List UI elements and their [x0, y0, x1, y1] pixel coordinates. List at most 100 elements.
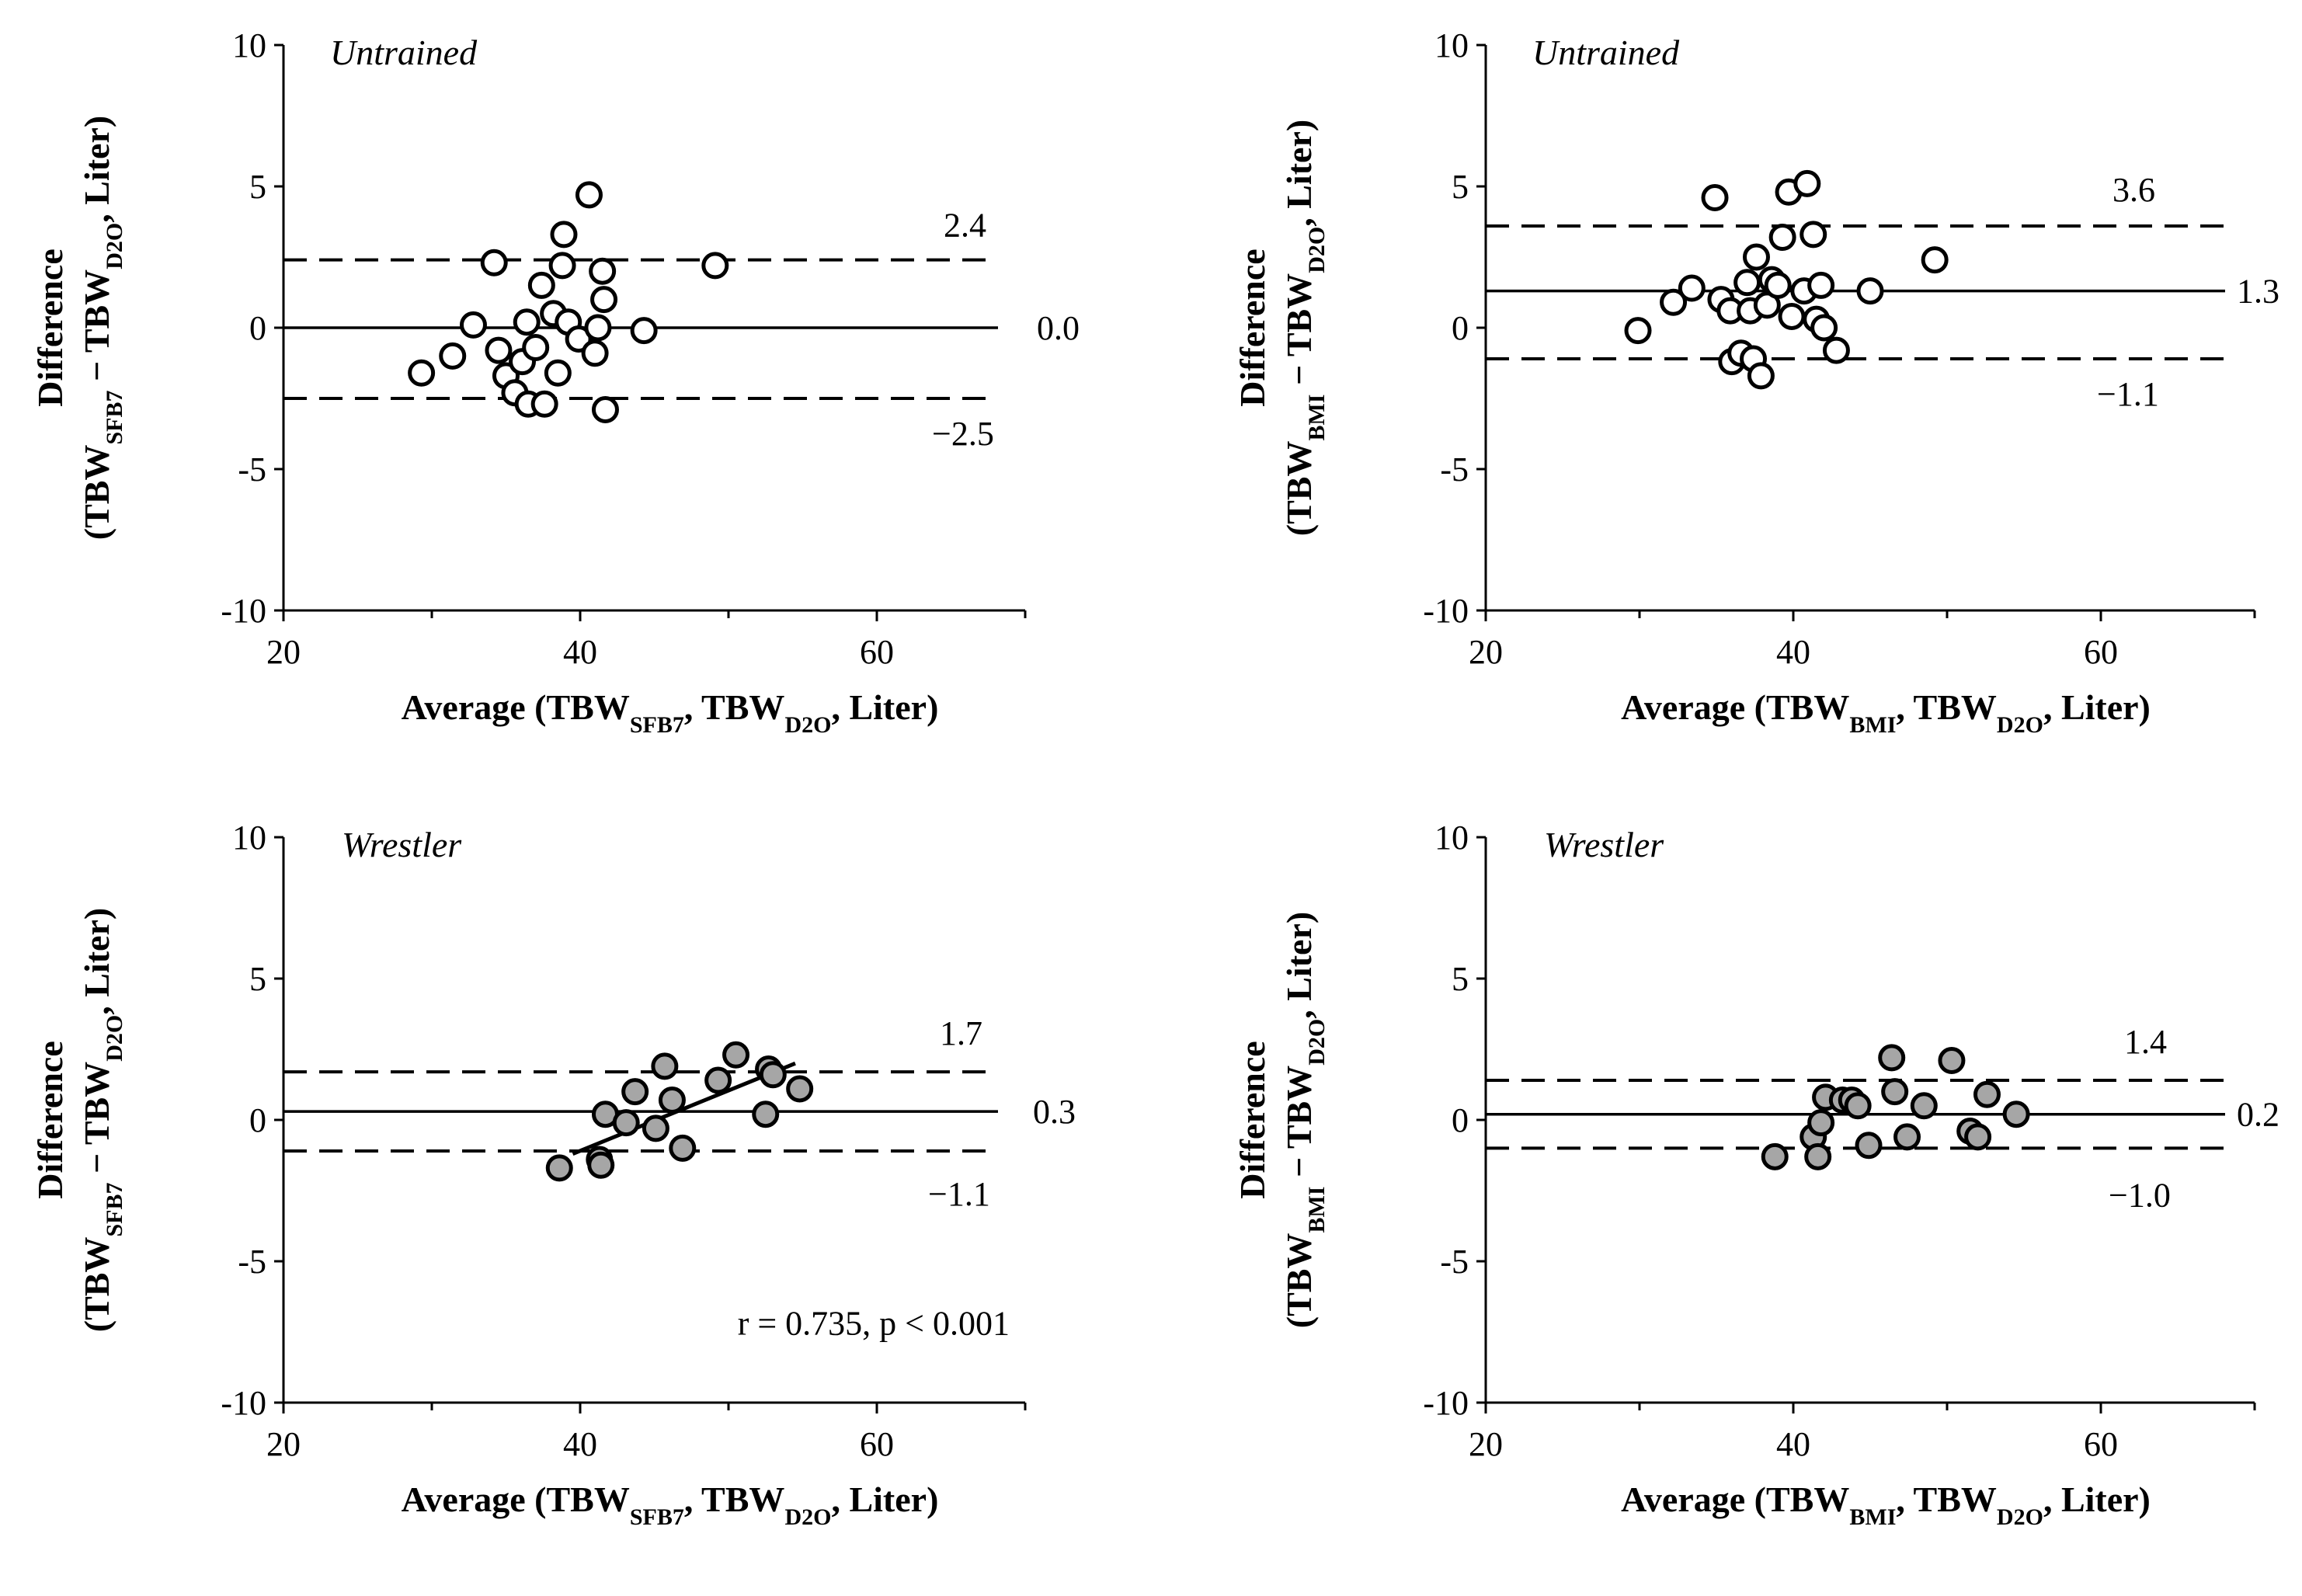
data-point [1807, 271, 1835, 299]
y-tick-label: -5 [238, 450, 266, 489]
data-point [587, 1151, 615, 1179]
lower-limit-label: −2.5 [932, 415, 994, 453]
y-axis-label-line1: Difference [30, 249, 70, 406]
y-axis-label-line1: Difference [30, 1041, 70, 1198]
data-point [1973, 1080, 2001, 1108]
data-point [642, 1114, 669, 1142]
data-point [1733, 269, 1761, 297]
data-point [1921, 246, 1949, 274]
panel-label: Wrestler [1544, 825, 1664, 864]
y-tick-label: -10 [1423, 1384, 1469, 1422]
data-point [1761, 1142, 1789, 1170]
data-point [584, 314, 612, 342]
x-tick-label: 20 [1469, 633, 1503, 671]
data-point [522, 333, 550, 361]
data-point [1964, 1123, 1992, 1151]
panel-label: Untrained [1532, 33, 1680, 72]
y-tick-label: -5 [238, 1243, 266, 1281]
data-point [722, 1041, 750, 1069]
data-point [1844, 1092, 1872, 1120]
panel-label: Wrestler [342, 825, 462, 864]
x-tick-label: 20 [1469, 1425, 1503, 1463]
data-point [1804, 1142, 1832, 1170]
y-tick-label: 10 [232, 819, 266, 857]
data-point [1855, 1132, 1883, 1160]
y-axis-label-line1: Difference [1233, 1041, 1272, 1198]
data-point [2002, 1101, 2030, 1128]
data-point [1624, 317, 1652, 345]
y-tick-label: 0 [249, 1101, 266, 1139]
y-tick-label: -5 [1440, 1243, 1469, 1281]
upper-limit-label: 2.4 [944, 207, 986, 245]
mean-difference-label: 0.3 [1033, 1093, 1076, 1131]
data-point [480, 249, 508, 276]
mean-difference-label: 0.0 [1037, 309, 1080, 347]
y-tick-label: -10 [221, 592, 266, 630]
lower-limit-label: −1.0 [2109, 1176, 2171, 1214]
data-point [1807, 1109, 1835, 1137]
y-tick-label: -10 [221, 1384, 266, 1422]
y-tick-label: 0 [249, 309, 266, 347]
y-tick-label: 0 [1452, 1101, 1469, 1139]
panel-label: Untrained [330, 33, 478, 72]
lower-limit-label: −1.1 [2097, 375, 2159, 413]
data-point [1810, 314, 1838, 342]
data-point [1910, 1092, 1938, 1120]
data-point [459, 311, 487, 339]
data-point [1878, 1044, 1906, 1072]
data-point [1764, 271, 1792, 299]
x-tick-label: 60 [860, 633, 894, 671]
y-tick-label: 5 [1452, 960, 1469, 998]
data-point [1768, 224, 1796, 252]
regression-line [572, 1061, 796, 1156]
data-point [550, 221, 578, 249]
x-axis-label: Average (TBWBMI, TBWD2O, Liter) [1621, 1480, 2151, 1530]
data-point [1793, 169, 1821, 197]
data-point [589, 257, 617, 285]
x-axis-label: Average (TBWSFB7, TBWD2O, Liter) [402, 687, 939, 738]
data-point [581, 339, 609, 367]
data-point [1660, 288, 1688, 316]
upper-limit-label: 3.6 [2112, 171, 2155, 209]
y-tick-label: 5 [1452, 168, 1469, 206]
data-point [621, 1078, 649, 1106]
x-tick-label: 60 [860, 1425, 894, 1463]
y-tick-label: 10 [1434, 819, 1469, 857]
data-point [1856, 277, 1884, 305]
y-tick-label: 10 [1434, 26, 1469, 64]
x-axis-label: Average (TBWBMI, TBWD2O, Liter) [1621, 687, 2151, 738]
data-point [544, 359, 572, 387]
y-axis-label-line1: Difference [1233, 249, 1272, 406]
data-point [752, 1101, 780, 1128]
data-point [408, 359, 436, 387]
data-point [548, 252, 576, 280]
data-point [513, 308, 541, 336]
upper-limit-label: 1.7 [940, 1014, 982, 1052]
data-point [1678, 274, 1706, 302]
data-point [530, 390, 558, 418]
data-point [1778, 302, 1806, 330]
data-point [704, 1066, 732, 1094]
y-axis-label-line2: (TBWBMI − TBWD2O, Liter) [1279, 912, 1330, 1328]
x-tick-label: 40 [563, 1425, 597, 1463]
data-point [1747, 362, 1775, 390]
data-point [1800, 221, 1827, 249]
upper-limit-label: 1.4 [2124, 1023, 2167, 1061]
data-point [612, 1109, 640, 1137]
mean-difference-label: 0.2 [2237, 1096, 2279, 1134]
data-point [1893, 1123, 1921, 1151]
x-tick-label: 20 [266, 1425, 301, 1463]
data-point [1701, 184, 1729, 212]
data-point [651, 1052, 679, 1080]
data-point [669, 1134, 697, 1162]
y-tick-label: -5 [1440, 450, 1469, 489]
data-point [439, 342, 467, 370]
data-point [591, 396, 619, 424]
y-tick-label: 5 [249, 960, 266, 998]
data-point [590, 286, 618, 314]
data-point [759, 1061, 787, 1089]
